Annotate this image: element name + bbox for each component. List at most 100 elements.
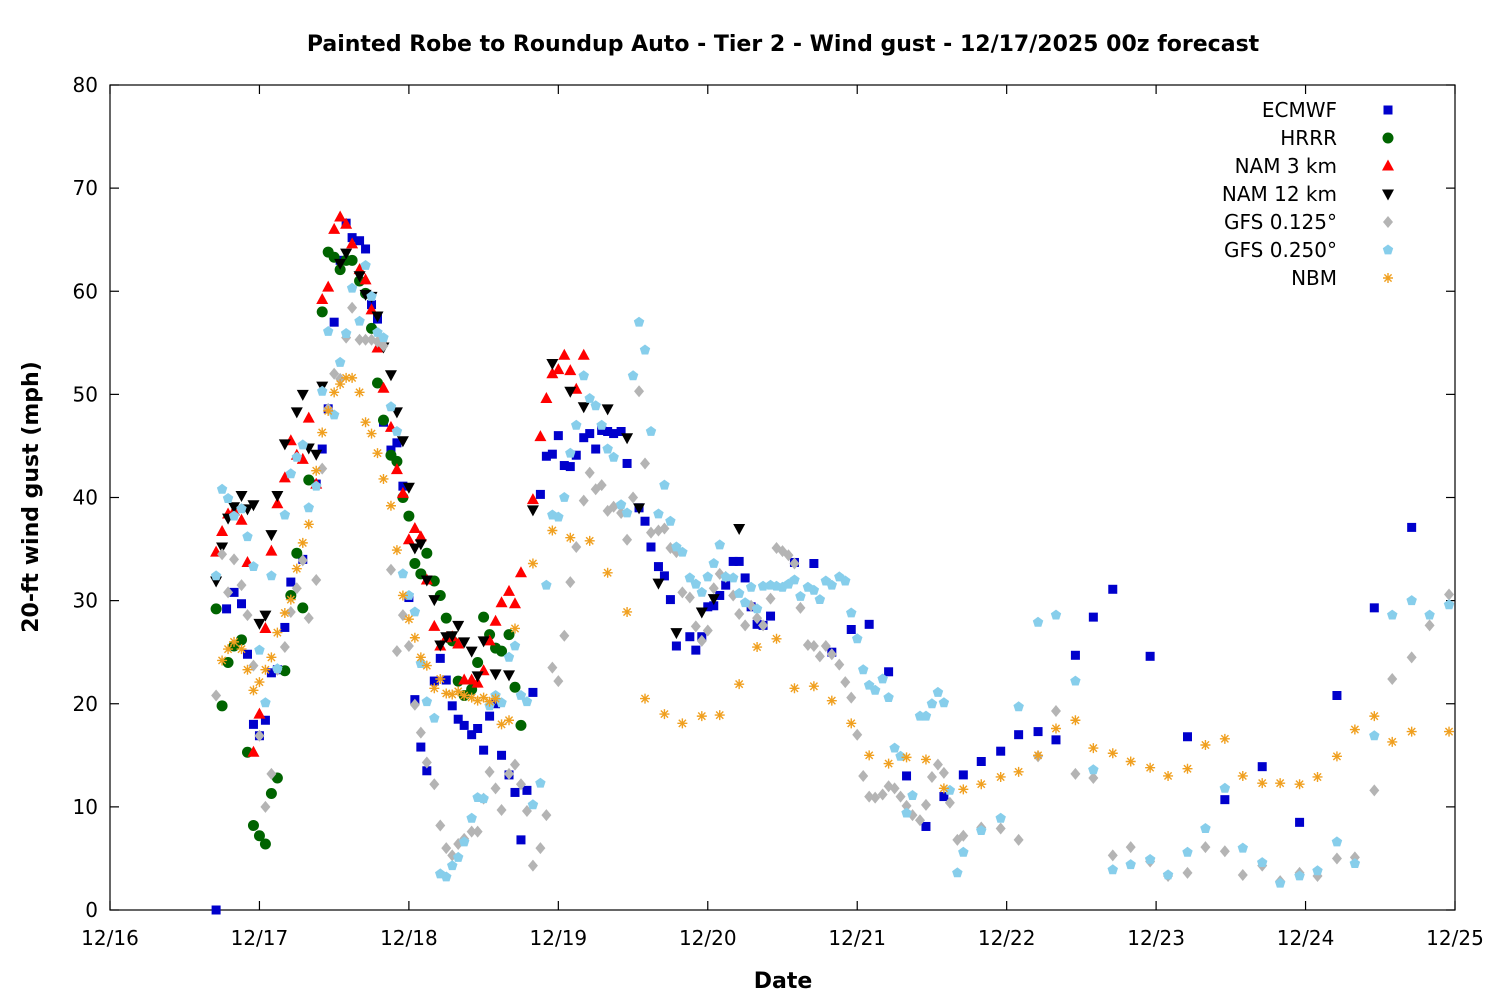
data-point <box>279 509 291 520</box>
data-point <box>1294 779 1305 790</box>
data-point <box>490 693 501 704</box>
data-point <box>466 812 477 823</box>
x-tick-label: 12/18 <box>380 926 438 950</box>
data-point <box>509 623 520 634</box>
data-point <box>920 798 931 811</box>
data-point <box>1387 736 1398 747</box>
data-point <box>715 590 725 600</box>
data-point <box>260 697 271 708</box>
data-point <box>820 640 831 652</box>
data-point <box>696 711 707 722</box>
data-point <box>216 542 229 554</box>
data-point <box>484 696 495 707</box>
data-point <box>739 597 751 608</box>
data-point <box>541 809 552 822</box>
data-point <box>328 222 341 234</box>
data-point <box>1312 771 1323 782</box>
data-point <box>696 586 707 597</box>
data-point <box>335 379 346 390</box>
data-point <box>547 661 558 674</box>
data-point <box>869 684 881 695</box>
data-point <box>622 458 632 468</box>
data-point <box>1033 727 1043 737</box>
data-point <box>707 594 720 606</box>
data-point <box>789 683 800 694</box>
data-point <box>1032 616 1044 627</box>
data-point <box>1312 865 1323 876</box>
data-point <box>409 698 420 711</box>
data-point <box>286 577 296 587</box>
data-point <box>540 392 553 403</box>
data-point <box>1444 726 1455 737</box>
legend-marker <box>1382 159 1394 171</box>
data-point <box>690 620 701 633</box>
data-point <box>546 367 559 379</box>
data-point <box>653 508 664 519</box>
data-point <box>591 444 601 454</box>
data-point <box>489 614 502 626</box>
data-point <box>402 482 415 494</box>
data-point <box>503 670 516 682</box>
data-point <box>466 825 477 838</box>
legend: ECMWF HRRR NAM 3 km NAM 12 km GFS 0.125° GFS … <box>1222 98 1394 290</box>
data-point <box>478 611 490 623</box>
data-point <box>435 674 446 684</box>
data-point <box>341 372 352 383</box>
data-point <box>347 301 358 314</box>
data-point <box>354 333 365 346</box>
data-point <box>608 500 619 513</box>
data-point <box>473 724 483 733</box>
data-point <box>441 842 452 855</box>
data-point <box>789 557 800 570</box>
data-point <box>242 531 253 542</box>
data-point <box>447 689 458 700</box>
data-point <box>441 688 452 699</box>
data-point <box>535 777 546 788</box>
data-point <box>303 502 314 513</box>
data-point <box>390 463 403 475</box>
data-point <box>297 537 308 548</box>
data-point <box>279 641 290 654</box>
data-point <box>397 590 408 601</box>
data-point <box>317 427 328 438</box>
data-point <box>472 695 483 706</box>
data-point <box>640 693 651 704</box>
data-point <box>958 829 969 842</box>
data-point <box>210 603 222 615</box>
data-point <box>248 719 258 729</box>
data-point <box>684 572 696 583</box>
data-point <box>1145 651 1155 661</box>
data-point <box>920 754 931 765</box>
data-point <box>1200 740 1211 750</box>
data-point <box>944 784 956 795</box>
data-point <box>609 429 619 439</box>
data-point <box>441 871 452 882</box>
series-hrrr <box>210 246 527 850</box>
data-point <box>328 409 340 420</box>
data-point <box>216 700 228 712</box>
data-point <box>901 799 912 812</box>
data-point <box>1257 857 1268 867</box>
data-point <box>377 414 389 426</box>
data-point <box>547 449 557 459</box>
data-point <box>602 443 613 454</box>
data-point <box>1014 730 1024 740</box>
data-point <box>1295 817 1305 827</box>
data-point <box>247 745 260 757</box>
data-point <box>509 640 521 651</box>
x-tick-label: 12/22 <box>978 926 1036 950</box>
data-point <box>316 306 328 318</box>
data-point <box>428 595 441 607</box>
x-tick-label: 12/20 <box>679 926 737 950</box>
data-point <box>353 271 366 283</box>
data-point <box>266 570 277 581</box>
legend-marker <box>1382 244 1394 255</box>
data-point <box>360 260 371 270</box>
data-point <box>578 494 589 507</box>
y-tick-label: 40 <box>73 486 98 510</box>
data-point <box>521 696 533 707</box>
data-point <box>396 486 409 498</box>
data-point <box>565 447 576 458</box>
data-point <box>453 686 464 697</box>
